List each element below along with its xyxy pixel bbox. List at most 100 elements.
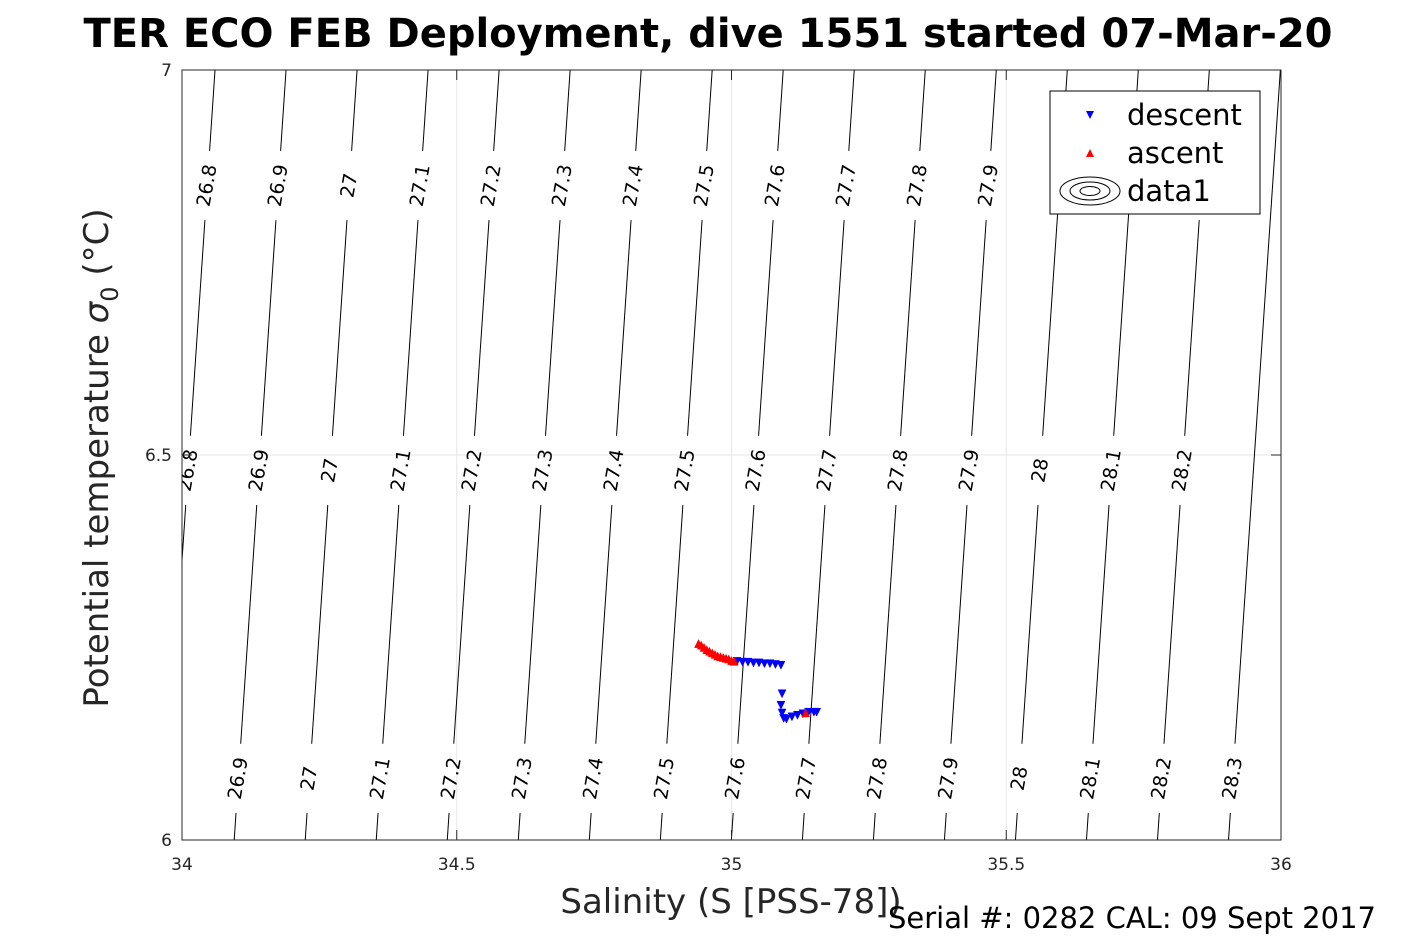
isopycnal-line: [1184, 220, 1200, 436]
legend-box: [1049, 90, 1261, 215]
isopycnal-line: [446, 813, 450, 840]
legend-contour-icon: [1079, 186, 1101, 196]
isopycnal-line: [777, 70, 784, 151]
descent-point: [760, 659, 769, 669]
descent-point: [787, 712, 797, 722]
isopycnal-label: 27: [296, 765, 322, 793]
isopycnal-line: [375, 813, 379, 840]
isopycnal-line: [971, 220, 987, 436]
isopycnal-line: [402, 220, 419, 436]
isopycnal-line: [706, 70, 713, 151]
isopycnal-line: [351, 70, 358, 151]
isopycnal-line: [304, 813, 308, 840]
data-series: [694, 639, 822, 724]
descent-point: [812, 707, 822, 717]
isopycnal-line: [1228, 813, 1231, 840]
y-axis-title-unit: (°C): [77, 208, 117, 286]
isopycnal-line: [311, 505, 329, 744]
isopycnal-line: [1092, 505, 1110, 744]
isopycnal-line: [473, 220, 490, 436]
isopycnal-line: [950, 505, 968, 744]
serial-calibration-label: Serial #: 0282 CAL: 09 Sept 2017: [888, 901, 1376, 935]
x-tick-label: 36: [1270, 855, 1292, 875]
isopycnal-line: [801, 813, 805, 840]
y-tick-label: 6.5: [145, 446, 172, 466]
isopycnal-line: [233, 813, 237, 840]
isopycnal-line: [260, 220, 277, 436]
legend-marker-descent: [1086, 111, 1094, 119]
isopycnal-line: [564, 70, 571, 151]
isopycnal-line: [595, 505, 613, 744]
legend-contour-icon: [1069, 181, 1111, 201]
isopycnal-label: 27: [317, 457, 343, 485]
x-tick-label: 34: [171, 855, 193, 875]
x-axis-title: Salinity (S [PSS-78]): [560, 882, 901, 922]
descent-point: [777, 689, 787, 699]
isopycnal-line: [545, 220, 561, 436]
y-tick-label: 7: [161, 61, 172, 81]
legend-label-ascent: ascent: [1127, 136, 1223, 170]
descent-point: [738, 657, 747, 667]
isopycnal-line: [209, 70, 216, 151]
descent-point: [782, 714, 791, 724]
isopycnal-line: [331, 220, 348, 436]
descent-point: [793, 711, 802, 720]
isopycnal-line: [189, 220, 206, 436]
y-tick-label: 6: [161, 831, 172, 851]
x-tick-label: 35: [721, 855, 743, 875]
isopycnal-line: [919, 70, 926, 151]
y-axis-title: Potential temperature σ0 (°C): [77, 208, 124, 707]
isopycnal-line: [990, 70, 997, 151]
x-tick-label: 34.5: [438, 855, 476, 875]
isopycnal-line: [493, 70, 500, 151]
isopycnal-line: [666, 505, 684, 744]
isopycnal-line: [616, 220, 632, 436]
y-axis-title-subscript: 0: [96, 286, 124, 301]
descent-point: [777, 708, 787, 718]
isopycnal-line: [382, 505, 400, 744]
chart-title: TER ECO FEB Deployment, dive 1551 starte…: [83, 11, 1332, 57]
isopycnal-label: 27: [336, 172, 362, 200]
isopycnal-line: [422, 70, 429, 151]
isopycnal-line: [635, 70, 642, 151]
isopycnal-line: [240, 505, 258, 744]
isopycnal-line: [879, 505, 897, 744]
isopycnal-label: 28: [1007, 765, 1033, 793]
descent-point: [749, 658, 758, 668]
axes: 34 34.5 35 35.5 36 6 6.5 7: [145, 61, 1292, 875]
legend-contour-icon: [1059, 176, 1121, 206]
isopycnal-label: 28: [1027, 457, 1053, 485]
legend-marker-ascent: [1086, 149, 1094, 157]
isopycnal-line: [182, 505, 187, 568]
isopycnal-line: [1234, 70, 1281, 744]
ascent-point: [729, 656, 739, 666]
isopycnal-line: [524, 505, 542, 744]
y-axis-title-symbol: σ: [77, 300, 117, 323]
isopycnal-line: [453, 505, 471, 744]
descent-point: [776, 701, 786, 710]
ascent-point: [801, 708, 811, 718]
legend-label-descent: descent: [1127, 98, 1242, 132]
isopycnal-line: [872, 813, 876, 840]
isopycnal-line: [517, 813, 521, 840]
isopycnal-line: [1156, 813, 1160, 840]
isopycnal-line: [280, 70, 287, 151]
isopycnal-line: [829, 220, 845, 436]
isopycnal-line: [141, 55, 145, 113]
isopycnal-line: [758, 220, 774, 436]
y-axis-title-main: Potential temperature: [77, 323, 117, 707]
isopycnal-line: [900, 220, 916, 436]
isopycnal-line: [1163, 505, 1181, 744]
isopycnal-line: [1021, 505, 1039, 744]
isopycnal-line: [687, 220, 703, 436]
isopycnal-line: [737, 505, 755, 744]
isopycnal-line: [588, 813, 592, 840]
x-tick-label: 35.5: [987, 855, 1025, 875]
isopycnal-line: [943, 813, 947, 840]
legend-label-data1: data1: [1127, 174, 1211, 208]
isopycnal-line: [1085, 813, 1089, 840]
isopycnal-line: [808, 505, 826, 744]
isopycnal-line: [848, 70, 855, 151]
